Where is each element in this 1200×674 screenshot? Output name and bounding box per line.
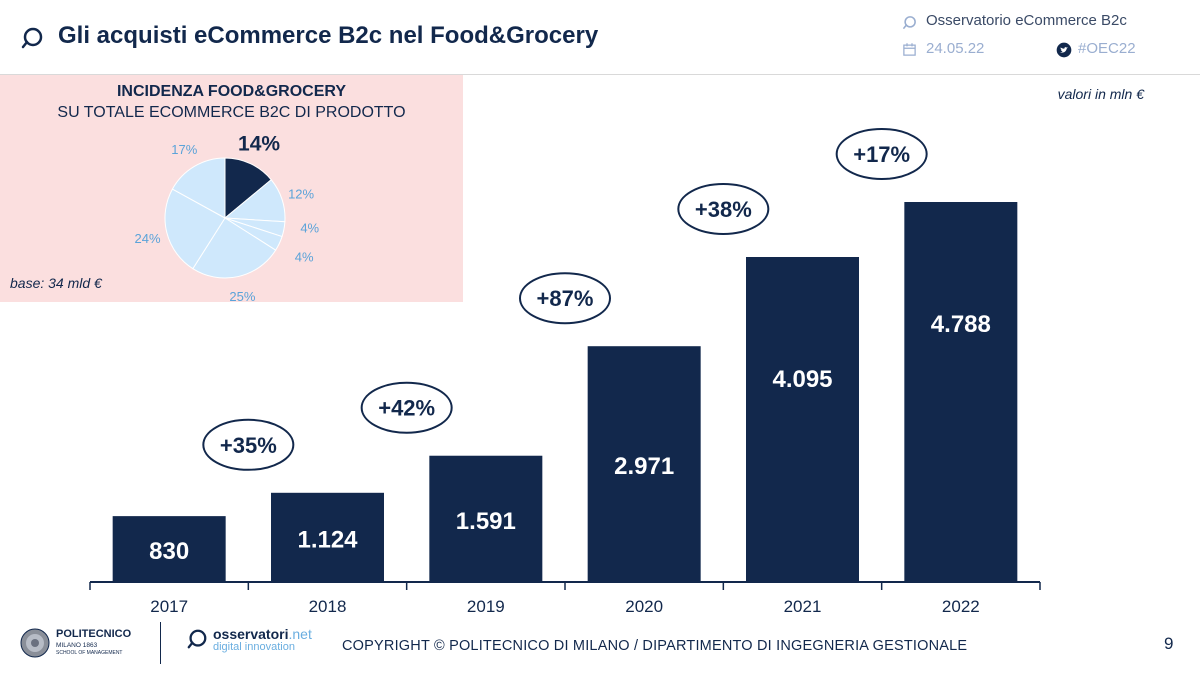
bar-2020 <box>587 346 701 582</box>
bar-value-label: 1.591 <box>456 508 516 535</box>
unit-note: valori in mln € <box>1057 86 1144 102</box>
observatory-name: Osservatorio eCommerce B2c <box>926 12 1127 29</box>
pie-slice <box>224 157 272 220</box>
bar-value-label: 4.788 <box>931 311 991 338</box>
politecnico-school: SCHOOL OF MANAGEMENT <box>56 650 123 656</box>
slide-date: 24.05.22 <box>926 40 985 57</box>
bar-value-label: 4.095 <box>772 366 832 393</box>
x-tick-label: 2022 <box>942 597 980 616</box>
x-tick-label: 2017 <box>150 597 188 616</box>
growth-label: +35% <box>220 433 277 458</box>
bar-value-label: 2.971 <box>614 453 674 480</box>
inset-title-line1: INCIDENZA FOOD&GROCERY <box>116 83 347 100</box>
x-tick-label: 2020 <box>625 597 663 616</box>
copyright-text: COPYRIGHT © POLITECNICO DI MILANO / DIPA… <box>342 638 968 654</box>
growth-label: +87% <box>537 286 594 311</box>
pie-slice-label: 12% <box>288 186 314 201</box>
bar-chart: 830 2017 1.124 2018 +35% 1.591 2019 +42% 2.971 20… <box>89 128 1041 616</box>
growth-bubble <box>360 381 453 434</box>
hashtag: #OEC22 <box>1078 40 1136 57</box>
growth-bubble <box>202 418 295 471</box>
inset-title-line2: SU TOTALE ECOMMERCE B2C DI PRODOTTO <box>57 104 406 121</box>
growth-bubble <box>835 128 928 180</box>
growth-bubble <box>519 272 611 325</box>
slide-header: Gli acquisti eCommerce B2c nel Food&Groc… <box>0 0 1200 75</box>
inset-base-note: base: 34 mld € <box>10 275 102 291</box>
osservatori-footer-icon <box>187 629 207 649</box>
x-tick-label: 2021 <box>784 597 822 616</box>
pie-chart: 14% 12% 4% 4% 25% 24% 17% <box>134 133 319 304</box>
politecnico-city: MILANO 1863 <box>56 642 98 649</box>
growth-bubble <box>677 183 770 235</box>
osservatori-logo-icon <box>21 27 43 49</box>
pie-slice <box>171 157 226 219</box>
calendar-icon <box>903 43 916 56</box>
x-tick-label: 2019 <box>467 597 505 616</box>
page-number: 9 <box>1164 634 1174 653</box>
osservatori-brand-name: osservatori <box>213 626 289 642</box>
bar-2022 <box>904 202 1018 582</box>
pie-slice-label: 4% <box>295 250 314 265</box>
bar-value-label: 830 <box>149 538 189 565</box>
bar-2018 <box>271 492 384 582</box>
politecnico-name: POLITECNICO <box>56 628 132 640</box>
pie-slice-label: 14% <box>238 133 280 156</box>
bar-2021 <box>746 257 859 582</box>
osservatori-brand-net: .net <box>288 626 312 642</box>
twitter-icon <box>1056 42 1072 58</box>
pie-slice-label: 25% <box>229 289 255 304</box>
growth-label: +42% <box>378 396 435 421</box>
page-title: Gli acquisti eCommerce B2c nel Food&Groc… <box>58 22 599 49</box>
osservatori-brand: osservatori.net <box>213 626 312 642</box>
growth-label: +38% <box>695 197 752 222</box>
osservatori-tagline: digital innovation <box>213 641 295 653</box>
pie-slice-label: 4% <box>300 220 319 235</box>
slide-footer: POLITECNICO MILANO 1863 SCHOOL OF MANAGE… <box>0 612 1200 674</box>
politecnico-seal-icon <box>20 628 50 658</box>
bar-2017 <box>112 516 226 582</box>
growth-label: +17% <box>853 142 910 167</box>
x-tick-label: 2018 <box>309 597 347 616</box>
pie-slice-label: 24% <box>134 231 160 246</box>
footer-divider <box>160 622 161 664</box>
pie-slice <box>164 188 226 270</box>
bar-value-label: 1.124 <box>297 526 358 553</box>
pie-slice <box>192 217 277 279</box>
bar-2019 <box>429 455 543 582</box>
osservatori-small-icon <box>903 16 916 29</box>
pie-slice-label: 17% <box>171 142 197 157</box>
